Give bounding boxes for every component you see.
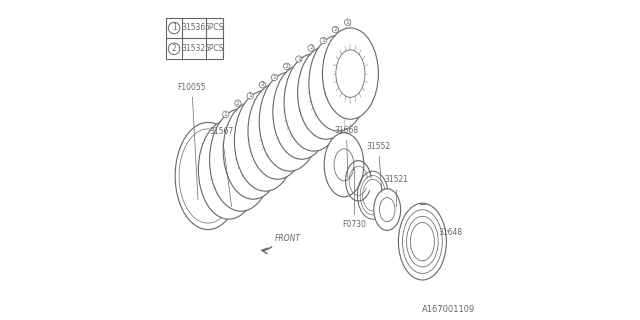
Ellipse shape: [234, 91, 296, 191]
Ellipse shape: [336, 50, 365, 97]
Circle shape: [223, 111, 229, 117]
Text: 1: 1: [321, 38, 325, 43]
Text: 1: 1: [297, 57, 301, 61]
Circle shape: [344, 19, 351, 25]
Ellipse shape: [198, 120, 259, 219]
Text: FRONT: FRONT: [275, 234, 301, 243]
Ellipse shape: [334, 149, 354, 181]
Ellipse shape: [311, 69, 341, 117]
Bar: [166, 18, 223, 59]
Text: 1: 1: [248, 93, 252, 98]
Circle shape: [271, 74, 278, 81]
Ellipse shape: [223, 101, 283, 199]
Ellipse shape: [225, 134, 257, 186]
Text: 1: 1: [273, 75, 276, 80]
Ellipse shape: [262, 106, 292, 156]
Circle shape: [308, 45, 314, 51]
Text: 31521: 31521: [384, 175, 408, 207]
Ellipse shape: [406, 216, 438, 267]
Text: 2: 2: [172, 44, 177, 53]
Ellipse shape: [237, 125, 269, 176]
Ellipse shape: [248, 83, 307, 179]
Text: 1: 1: [172, 23, 177, 33]
Text: 2: 2: [285, 64, 289, 69]
Circle shape: [235, 100, 241, 106]
Circle shape: [320, 37, 326, 44]
Text: 2: 2: [333, 27, 337, 32]
Circle shape: [247, 92, 253, 99]
Ellipse shape: [259, 72, 320, 171]
Circle shape: [284, 63, 290, 69]
Text: 31648: 31648: [438, 228, 463, 237]
Ellipse shape: [287, 87, 317, 137]
Circle shape: [296, 56, 302, 62]
Ellipse shape: [250, 116, 281, 166]
Ellipse shape: [273, 65, 331, 159]
Text: 5PCS: 5PCS: [205, 44, 224, 53]
Ellipse shape: [299, 78, 329, 127]
Ellipse shape: [298, 46, 355, 139]
Circle shape: [332, 26, 339, 33]
Circle shape: [168, 22, 180, 34]
Ellipse shape: [324, 59, 353, 107]
Ellipse shape: [398, 203, 447, 280]
Ellipse shape: [213, 144, 244, 196]
Text: 2: 2: [236, 100, 240, 106]
Text: 2: 2: [309, 45, 313, 51]
Ellipse shape: [380, 197, 395, 222]
Text: F0730: F0730: [342, 167, 366, 229]
Text: 31532: 31532: [182, 44, 206, 53]
Text: 5PCS: 5PCS: [205, 23, 224, 33]
Ellipse shape: [209, 109, 273, 211]
Text: 31567: 31567: [210, 127, 234, 206]
Ellipse shape: [324, 133, 364, 197]
Text: 1: 1: [346, 20, 349, 25]
Text: 31552: 31552: [366, 142, 390, 192]
Text: 31536: 31536: [182, 23, 206, 33]
Ellipse shape: [323, 28, 378, 119]
Ellipse shape: [284, 54, 344, 151]
Ellipse shape: [374, 189, 401, 230]
Text: 2: 2: [260, 82, 264, 87]
Circle shape: [259, 82, 266, 88]
Circle shape: [168, 43, 180, 54]
Text: F10055: F10055: [178, 83, 206, 200]
Ellipse shape: [309, 35, 367, 131]
Text: A167001109: A167001109: [422, 305, 475, 314]
Text: 31668: 31668: [334, 126, 358, 178]
Ellipse shape: [275, 97, 305, 146]
Text: 1: 1: [224, 112, 228, 117]
